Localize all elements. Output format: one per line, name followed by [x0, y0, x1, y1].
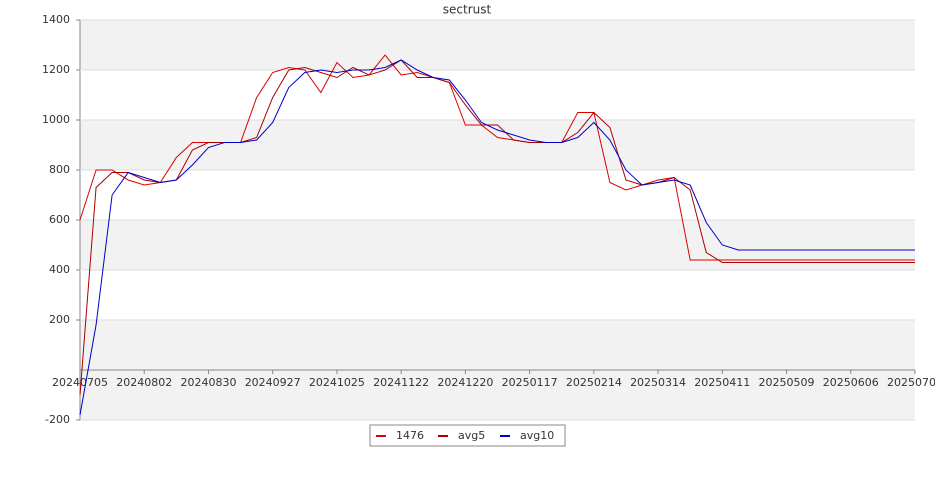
- x-tick-label: 20240705: [52, 376, 108, 389]
- legend-label: 1476: [396, 429, 424, 442]
- x-tick-label: 20241220: [437, 376, 493, 389]
- y-tick-label: 800: [49, 163, 70, 176]
- y-tick-label: 400: [49, 263, 70, 276]
- chart-title: sectrust: [443, 3, 492, 17]
- band: [80, 20, 915, 70]
- series-line: [79, 59, 915, 396]
- band: [80, 220, 915, 270]
- x-tick-label: 20240927: [245, 376, 301, 389]
- legend-label: avg10: [520, 429, 554, 442]
- y-tick-label: 200: [49, 313, 70, 326]
- y-tick-label: -200: [45, 413, 70, 426]
- y-tick-label: 1000: [42, 113, 70, 126]
- x-tick-label: 20250704: [887, 376, 935, 389]
- x-tick-label: 20241122: [373, 376, 429, 389]
- legend-box: [369, 424, 566, 447]
- x-tick-label: 20240802: [116, 376, 172, 389]
- x-tick-label: 20250411: [694, 376, 750, 389]
- x-tick-label: 20241025: [309, 376, 365, 389]
- series-line: [79, 59, 915, 416]
- x-tick-label: 20250606: [823, 376, 879, 389]
- x-tick-label: 20240830: [180, 376, 236, 389]
- y-tick-label: 1400: [42, 13, 70, 26]
- x-tick-label: 20250314: [630, 376, 686, 389]
- x-tick-label: 20250214: [566, 376, 622, 389]
- band: [80, 120, 915, 170]
- x-tick-label: 20250509: [759, 376, 815, 389]
- legend-label: avg5: [458, 429, 485, 442]
- y-tick-label: 600: [49, 213, 70, 226]
- y-tick-label: 1200: [42, 63, 70, 76]
- x-tick-label: 20250117: [502, 376, 558, 389]
